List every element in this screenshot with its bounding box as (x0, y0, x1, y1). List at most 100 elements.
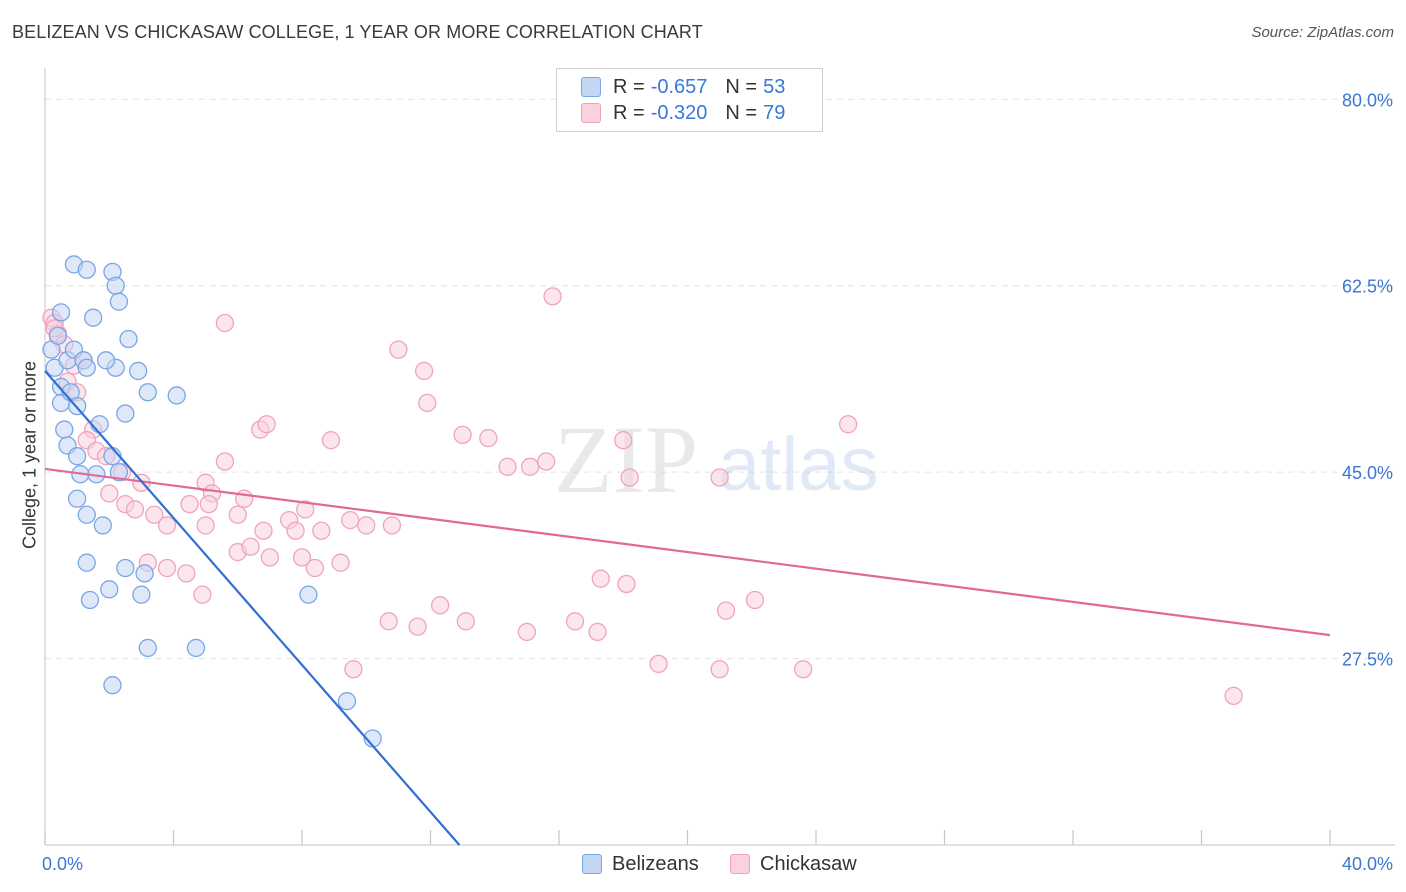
legend-n-label: N = (725, 101, 758, 124)
chickasaw-point (344, 660, 363, 679)
belizeans-legend-swatch (582, 854, 602, 874)
chickasaw-point (357, 516, 376, 535)
axes (44, 68, 1395, 846)
belizeans-trend-line (44, 370, 461, 846)
chickasaw-point (565, 612, 585, 631)
chickasaw-point (260, 548, 280, 567)
chickasaw-point (341, 510, 360, 530)
belizeans-point (84, 308, 103, 327)
belizeans-point (138, 383, 157, 402)
chickasaw-point (430, 596, 450, 615)
belizeans-point (96, 351, 116, 370)
source-credit: Source: ZipAtlas.com (1251, 24, 1394, 41)
chickasaw-point (418, 393, 437, 413)
chickasaw-point (254, 521, 273, 540)
trend-lines (44, 370, 1331, 846)
chickasaw-point (321, 431, 341, 450)
chickasaw-point (591, 569, 610, 588)
chickasaw-point (614, 431, 633, 450)
belizeans-point (77, 358, 96, 377)
chart-title: BELIZEAN VS CHICKASAW COLLEGE, 1 YEAR OR… (12, 22, 703, 42)
chickasaw-point (1224, 686, 1243, 706)
chickasaw-point (710, 468, 729, 487)
belizeans-point (138, 638, 157, 658)
chickasaw-point (296, 500, 315, 519)
chickasaw-point (620, 468, 639, 487)
y-tick-label: 80.0% (1342, 90, 1393, 110)
belizeans-point (135, 564, 154, 583)
chickasaw-point (177, 564, 196, 583)
grid-lines (45, 98, 1395, 660)
y-axis-label: College, 1 year or more (19, 360, 40, 550)
chickasaw-point (520, 457, 540, 476)
chickasaw-point (456, 612, 475, 631)
belizeans-point (93, 516, 112, 535)
chickasaw-point (408, 617, 427, 636)
x-tick-label-max: 40.0% (1342, 854, 1393, 874)
chickasaw-point (745, 590, 765, 610)
belizeans-point (116, 558, 135, 578)
legend-n-value-chickasaw: 79 (763, 101, 786, 124)
chickasaw-point (716, 601, 736, 620)
belizeans-point (51, 303, 71, 322)
belizeans-point (67, 489, 87, 508)
chickasaw-point (312, 521, 331, 540)
chickasaw-point (588, 622, 607, 642)
y-tick-label: 27.5% (1342, 650, 1393, 670)
watermark: ZIP atlas (554, 406, 879, 513)
belizeans-point (55, 420, 74, 439)
watermark-atlas: atlas (718, 422, 879, 507)
chickasaw-point (215, 313, 235, 333)
belizeans-swatch (581, 77, 601, 97)
correlation-legend: R = -0.657 N = 53 R = -0.320 N = 79 (556, 68, 823, 132)
chickasaw-point (157, 516, 177, 535)
belizeans-point (106, 276, 125, 295)
chickasaw-point (379, 612, 398, 631)
chickasaw-point (196, 516, 215, 535)
chickasaw-point (145, 505, 164, 524)
belizeans-point (186, 638, 206, 658)
belizeans-point (77, 505, 96, 524)
chickasaw-point (286, 521, 305, 540)
legend-r-value-belizeans: -0.657 (650, 75, 708, 98)
chickasaw-point (617, 574, 636, 594)
belizeans-point (109, 292, 129, 311)
chickasaw-point (292, 548, 312, 567)
chickasaw-point (235, 489, 254, 508)
y-tick-label: 62.5% (1342, 277, 1393, 297)
chickasaw-point (193, 585, 212, 604)
chickasaw-point (453, 425, 472, 445)
belizeans-point (77, 260, 96, 279)
belizeans-point (167, 386, 186, 405)
chickasaw-point (331, 553, 350, 572)
legend-n-label: N = (725, 75, 758, 98)
belizeans-point (48, 326, 67, 345)
belizeans-point (67, 447, 87, 466)
chickasaw-point (199, 494, 218, 514)
chickasaw-legend-swatch (730, 854, 750, 874)
chickasaw-trend-line (44, 467, 1331, 637)
chickasaw-point (257, 415, 276, 434)
chickasaw-point (157, 558, 177, 578)
chickasaw-point (180, 494, 199, 514)
chickasaw-point (125, 500, 145, 519)
chickasaw-legend-label: Chickasaw (760, 852, 857, 875)
y-tick-label: 45.0% (1342, 463, 1393, 483)
x-tick-label-min: 0.0% (42, 854, 83, 874)
legend-r-label: R = (613, 75, 645, 98)
belizeans-point (299, 585, 318, 604)
chickasaw-point (100, 484, 119, 503)
bottom-legend-belizeans: Belizeans (582, 852, 699, 876)
belizeans-point (100, 580, 119, 599)
tick-labels: 80.0% 62.5% 45.0% 27.5% 0.0% 40.0% (42, 90, 1393, 874)
chickasaw-point (228, 505, 247, 524)
belizeans-point (337, 692, 357, 711)
watermark-zip: ZIP (554, 406, 698, 513)
legend-row-chickasaw: R = -0.320 N = 79 (581, 101, 803, 125)
chickasaw-swatch (581, 103, 601, 123)
belizeans-legend-label: Belizeans (612, 852, 699, 875)
chickasaw-point (543, 287, 562, 306)
chickasaw-point (305, 558, 325, 578)
chickasaw-point (649, 654, 668, 674)
